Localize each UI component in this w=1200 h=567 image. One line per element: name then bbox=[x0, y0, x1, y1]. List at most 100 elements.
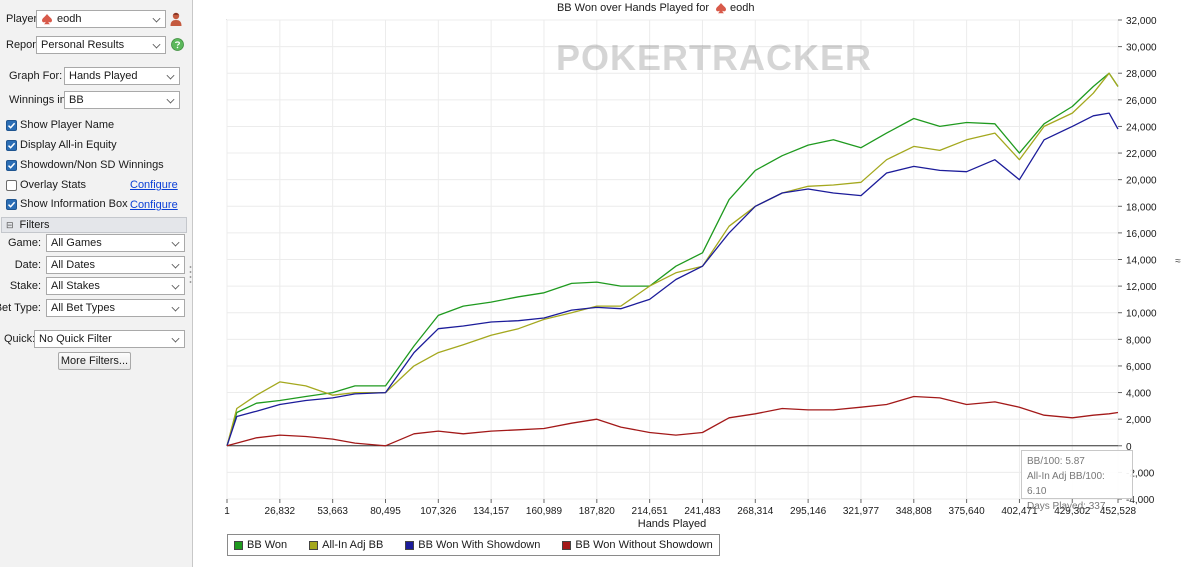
legend-swatch bbox=[562, 540, 572, 550]
splitter-grip-icon[interactable] bbox=[189, 265, 192, 285]
y-tick-label: 0 bbox=[1126, 442, 1132, 453]
y-tick-label: 6,000 bbox=[1126, 362, 1151, 373]
report-row: Report: bbox=[6, 36, 42, 54]
overlay-stats-configure-link[interactable]: Configure bbox=[130, 179, 178, 191]
x-tick-label: 1 bbox=[224, 506, 230, 517]
quick-filter-select[interactable]: No Quick Filter bbox=[34, 330, 185, 348]
bb-per-100: BB/100: 5.87 bbox=[1027, 456, 1085, 467]
days-played: Days Played: 337 bbox=[1027, 501, 1106, 512]
bet-type-value: All Bet Types bbox=[51, 302, 115, 314]
chevron-down-icon bbox=[171, 281, 180, 290]
date-label: Date: bbox=[14, 259, 41, 271]
legend-swatch bbox=[234, 540, 243, 550]
x-tick-label: 53,663 bbox=[317, 506, 348, 517]
legend-item[interactable]: BB Won bbox=[234, 539, 287, 551]
x-tick-label: 26,832 bbox=[265, 506, 296, 517]
chevron-down-icon bbox=[166, 71, 175, 80]
y-tick-label: 26,000 bbox=[1126, 96, 1157, 107]
checkbox-show-information-box[interactable]: Show Information Box bbox=[6, 195, 128, 213]
checkbox-show-player-name[interactable]: Show Player Name bbox=[6, 116, 114, 134]
checkbox-checked-icon[interactable] bbox=[6, 139, 17, 151]
information-box[interactable]: BB/100: 5.87 All-In Adj BB/100: 6.10 Day… bbox=[1021, 450, 1133, 512]
checkbox-label: Show Information Box bbox=[20, 198, 128, 210]
watermark: POKERTRACKER bbox=[556, 37, 872, 78]
x-axis-ticks: 1 26,832 53,663 80,495 107,326 134,157 160,989… bbox=[224, 499, 1137, 517]
collapse-icon[interactable]: ⊟ bbox=[6, 219, 14, 230]
chevron-down-icon bbox=[166, 95, 175, 104]
player-select[interactable]: eodh bbox=[36, 10, 166, 28]
info-box-configure-link[interactable]: Configure bbox=[130, 199, 178, 211]
x-tick-label: 429,302 bbox=[1054, 506, 1091, 517]
legend-label: BB Won Without Showdown bbox=[575, 539, 713, 551]
legend-swatch bbox=[405, 540, 415, 550]
checkbox-showdown-winnings[interactable]: Showdown/Non SD Winnings bbox=[6, 156, 164, 174]
legend-label: BB Won With Showdown bbox=[418, 539, 541, 551]
report-label: Report: bbox=[6, 39, 43, 51]
date-select[interactable]: All Dates bbox=[46, 256, 185, 274]
graph-for-label: Graph For: bbox=[9, 70, 63, 82]
y-tick-label: 10,000 bbox=[1126, 309, 1157, 320]
graph-for-row: Graph For: bbox=[9, 67, 62, 85]
checkbox-checked-icon[interactable] bbox=[6, 198, 17, 210]
more-filters-button[interactable]: More Filters... bbox=[58, 352, 131, 370]
game-select[interactable]: All Games bbox=[46, 234, 185, 252]
quick-label: Quick: bbox=[4, 333, 36, 345]
y-tick-label: 30,000 bbox=[1126, 43, 1157, 54]
chart-area: BB Won over Hands Played for eodh POKERT… bbox=[194, 0, 1200, 567]
x-tick-label: 375,640 bbox=[949, 506, 986, 517]
graph-for-value: Hands Played bbox=[69, 70, 138, 82]
legend-item[interactable]: BB Won Without Showdown bbox=[562, 539, 713, 551]
watermark-text: POKERTRACKER bbox=[556, 37, 872, 78]
chevron-down-icon bbox=[171, 260, 180, 269]
legend-swatch bbox=[309, 540, 319, 550]
checkbox-label: Show Player Name bbox=[20, 119, 115, 131]
report-select[interactable]: Personal Results bbox=[36, 36, 166, 54]
y-axis-unit-icon: ≈ bbox=[1175, 256, 1181, 267]
stake-select[interactable]: All Stakes bbox=[46, 277, 185, 295]
graph-for-select[interactable]: Hands Played bbox=[64, 67, 180, 85]
date-row: Date: bbox=[15, 256, 41, 274]
quick-value: No Quick Filter bbox=[39, 333, 112, 345]
y-tick-label: 24,000 bbox=[1126, 122, 1157, 133]
all-in-adj-bb-per-100: All-In Adj BB/100: 6.10 bbox=[1027, 471, 1105, 497]
spade-icon bbox=[42, 14, 52, 25]
x-tick-label: 187,820 bbox=[579, 506, 616, 517]
checkbox-label: Showdown/Non SD Winnings bbox=[20, 159, 164, 171]
game-value: All Games bbox=[51, 237, 102, 249]
checkbox-checked-icon[interactable] bbox=[6, 159, 17, 171]
y-tick-label: 18,000 bbox=[1126, 202, 1157, 213]
filters-header[interactable]: ⊟ Filters bbox=[1, 217, 187, 233]
y-tick-label: 22,000 bbox=[1126, 149, 1157, 160]
series-line-bb-won-without-showdown bbox=[226, 395, 1119, 447]
y-tick-label: -2,000 bbox=[1126, 468, 1155, 479]
player-value: eodh bbox=[57, 13, 82, 25]
legend-label: All-In Adj BB bbox=[322, 539, 384, 551]
checkbox-unchecked-icon[interactable] bbox=[6, 179, 17, 191]
y-tick-label: 20,000 bbox=[1126, 176, 1157, 187]
legend-label: BB Won bbox=[247, 539, 288, 551]
y-tick-label: 8,000 bbox=[1126, 335, 1151, 346]
person-icon[interactable] bbox=[169, 11, 183, 27]
grid bbox=[226, 19, 1119, 500]
x-tick-label: 241,483 bbox=[684, 506, 721, 517]
x-tick-label: 80,495 bbox=[370, 506, 401, 517]
checkbox-checked-icon[interactable] bbox=[6, 119, 17, 131]
chart-title-player: eodh bbox=[730, 2, 754, 14]
x-tick-label: 214,651 bbox=[632, 506, 669, 517]
date-value: All Dates bbox=[51, 259, 96, 271]
checkbox-overlay-stats[interactable]: Overlay Stats bbox=[6, 176, 86, 194]
legend-item[interactable]: All-In Adj BB bbox=[309, 539, 383, 551]
winnings-value: BB bbox=[69, 94, 84, 106]
checkbox-display-all-in-equity[interactable]: Display All-in Equity bbox=[6, 136, 117, 154]
help-icon[interactable] bbox=[171, 38, 184, 51]
report-value: Personal Results bbox=[41, 39, 125, 51]
x-axis-label: Hands Played bbox=[638, 518, 707, 530]
chevron-down-icon bbox=[152, 14, 161, 23]
x-tick-label: 348,808 bbox=[896, 506, 933, 517]
checkbox-label: Overlay Stats bbox=[20, 179, 87, 191]
legend-item[interactable]: BB Won With Showdown bbox=[405, 539, 540, 551]
settings-panel: Player: eodh Report: Personal Results Gr… bbox=[0, 0, 193, 567]
winnings-select[interactable]: BB bbox=[64, 91, 180, 109]
bet-type-select[interactable]: All Bet Types bbox=[46, 299, 185, 317]
bet-type-row: Bet Type: bbox=[0, 299, 41, 317]
